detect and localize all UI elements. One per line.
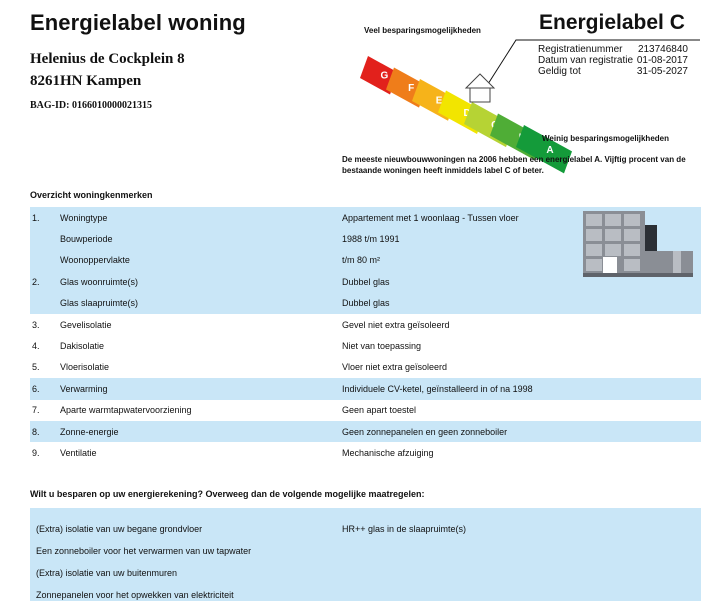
row-label: Woonoppervlakte — [60, 255, 130, 266]
table-row: 7. Aparte warmtapwatervoorziening Geen apa… — [30, 400, 701, 421]
row-number: 4. — [32, 341, 40, 352]
row-number: 1. — [32, 212, 40, 223]
table-row: 8. Zonne-energie Geen zonnepanelen en geen… — [30, 420, 701, 443]
energy-class-letter: A — [546, 145, 553, 156]
document-title: Energielabel woning — [30, 10, 246, 35]
energy-class-letter: G — [381, 71, 389, 82]
apartment-building-icon — [583, 211, 693, 277]
row-value: Dubbel glas — [342, 298, 390, 309]
measure-item: Zonnepanelen voor het opwekken van elekt… — [36, 590, 234, 600]
address-street: Helenius de Cockplein 8 — [30, 51, 185, 67]
row-number: 2. — [32, 276, 40, 287]
row-value: 1988 t/m 1991 — [342, 234, 400, 245]
label-note: De meeste nieuwbouwwoningen na 2006 hebb… — [342, 155, 686, 175]
row-label: Verwarming — [60, 383, 108, 394]
row-label: Dakisolatie — [60, 341, 105, 352]
scale-top-text: Veel besparingsmogelijkheden — [364, 26, 481, 35]
registration-value: 213746840 — [637, 44, 688, 55]
table-row: 2. Glas woonruimte(s) Dubbel glas — [30, 271, 701, 293]
measure-item: Een zonneboiler voor het verwarmen van u… — [36, 546, 252, 556]
label-pointer-line — [487, 39, 700, 85]
row-label: Bouwperiode — [60, 234, 113, 245]
overview-title: Overzicht woningkenmerken — [30, 190, 153, 200]
measures-box: (Extra) isolatie van uw begane grondvloe… — [30, 508, 701, 601]
measures-title: Wilt u besparen op uw energierekening? O… — [30, 489, 425, 499]
energy-label-heading: Energielabel C — [539, 11, 685, 34]
row-number: 9. — [32, 447, 40, 458]
row-number: 3. — [32, 319, 40, 330]
row-value: Individuele CV-ketel, geïnstalleerd in o… — [342, 383, 533, 394]
table-row: Woonoppervlakte t/m 80 m² — [30, 249, 701, 272]
bag-id: BAG-ID: 0166010000021315 — [30, 100, 152, 111]
registration-row: Geldig tot 31-05-2027 — [538, 66, 688, 77]
energy-scale-graphic: GFEDCBA — [360, 39, 700, 174]
address-city: 8261HN Kampen — [30, 73, 142, 89]
registration-row: Registratienummer 213746840 — [538, 44, 688, 55]
energy-class-letter: F — [408, 83, 414, 94]
row-label: Gevelisolatie — [60, 319, 112, 330]
registration-key: Registratienummer — [538, 44, 623, 55]
row-label: Zonne-energie — [60, 426, 119, 437]
row-number: 8. — [32, 426, 40, 437]
energy-scale-bars: GFEDCBA — [360, 56, 572, 174]
row-value: Gevel niet extra geïsoleerd — [342, 319, 450, 330]
row-value: Mechanische afzuiging — [342, 447, 434, 458]
row-label: Glas slaapruimte(s) — [60, 298, 139, 309]
scale-bottom-text: Weinig besparingsmogelijkheden — [542, 134, 669, 143]
table-row: Bouwperiode 1988 t/m 1991 — [30, 228, 701, 250]
row-label: Aparte warmtapwatervoorziening — [60, 405, 192, 416]
row-value: Vloer niet extra geïsoleerd — [342, 362, 448, 373]
row-value: Geen zonnepanelen en geen zonneboiler — [342, 426, 508, 437]
registration-details: Registratienummer 213746840 Datum van re… — [538, 44, 688, 77]
energy-class-bar — [516, 125, 572, 174]
overview-table: 1. Woningtype Appartement met 1 woonlaag -… — [30, 207, 701, 464]
row-value: Appartement met 1 woonlaag - Tussen vloe… — [342, 212, 519, 223]
row-value: Niet van toepassing — [342, 341, 422, 352]
registration-key: Datum van registratie — [538, 55, 634, 66]
row-number: 5. — [32, 362, 40, 373]
registration-row: Datum van registratie 01-08-2017 — [538, 55, 688, 66]
row-number: 7. — [32, 405, 40, 416]
row-value: Geen apart toestel — [342, 405, 417, 416]
row-value: t/m 80 m² — [342, 255, 381, 266]
row-label: Glas woonruimte(s) — [60, 276, 139, 287]
row-label: Vloerisolatie — [60, 362, 110, 373]
registration-value: 01-08-2017 — [636, 55, 688, 66]
table-row: 3. Gevelisolatie Gevel niet extra geïsolee… — [30, 314, 701, 335]
table-row: 4. Dakisolatie Niet van toepassing — [30, 335, 701, 356]
energy-class-letter: E — [436, 95, 443, 106]
measure-item: (Extra) isolatie van uw begane grondvloe… — [36, 524, 203, 534]
house-marker-icon — [464, 73, 496, 103]
row-label: Woningtype — [60, 212, 108, 223]
row-value: Dubbel glas — [342, 276, 390, 287]
row-number: 6. — [32, 383, 40, 394]
table-row: 9. Ventilatie Mechanische afzuiging — [30, 442, 701, 463]
table-row: Glas slaapruimte(s) Dubbel glas — [30, 292, 701, 314]
measure-item: HR++ glas in de slaapruimte(s) — [342, 524, 467, 534]
table-row: 1. Woningtype Appartement met 1 woonlaag -… — [30, 207, 701, 229]
energy-class-letter: D — [463, 108, 470, 119]
measure-item: (Extra) isolatie van uw buitenmuren — [36, 568, 178, 578]
row-label: Ventilatie — [60, 447, 97, 458]
table-row: 6. Verwarming Individuele CV-ketel, geïnst… — [30, 378, 701, 400]
registration-key: Geldig tot — [538, 66, 581, 77]
registration-value: 31-05-2027 — [636, 66, 688, 77]
table-row: 5. Vloerisolatie Vloer niet extra geïsolee… — [30, 357, 701, 378]
